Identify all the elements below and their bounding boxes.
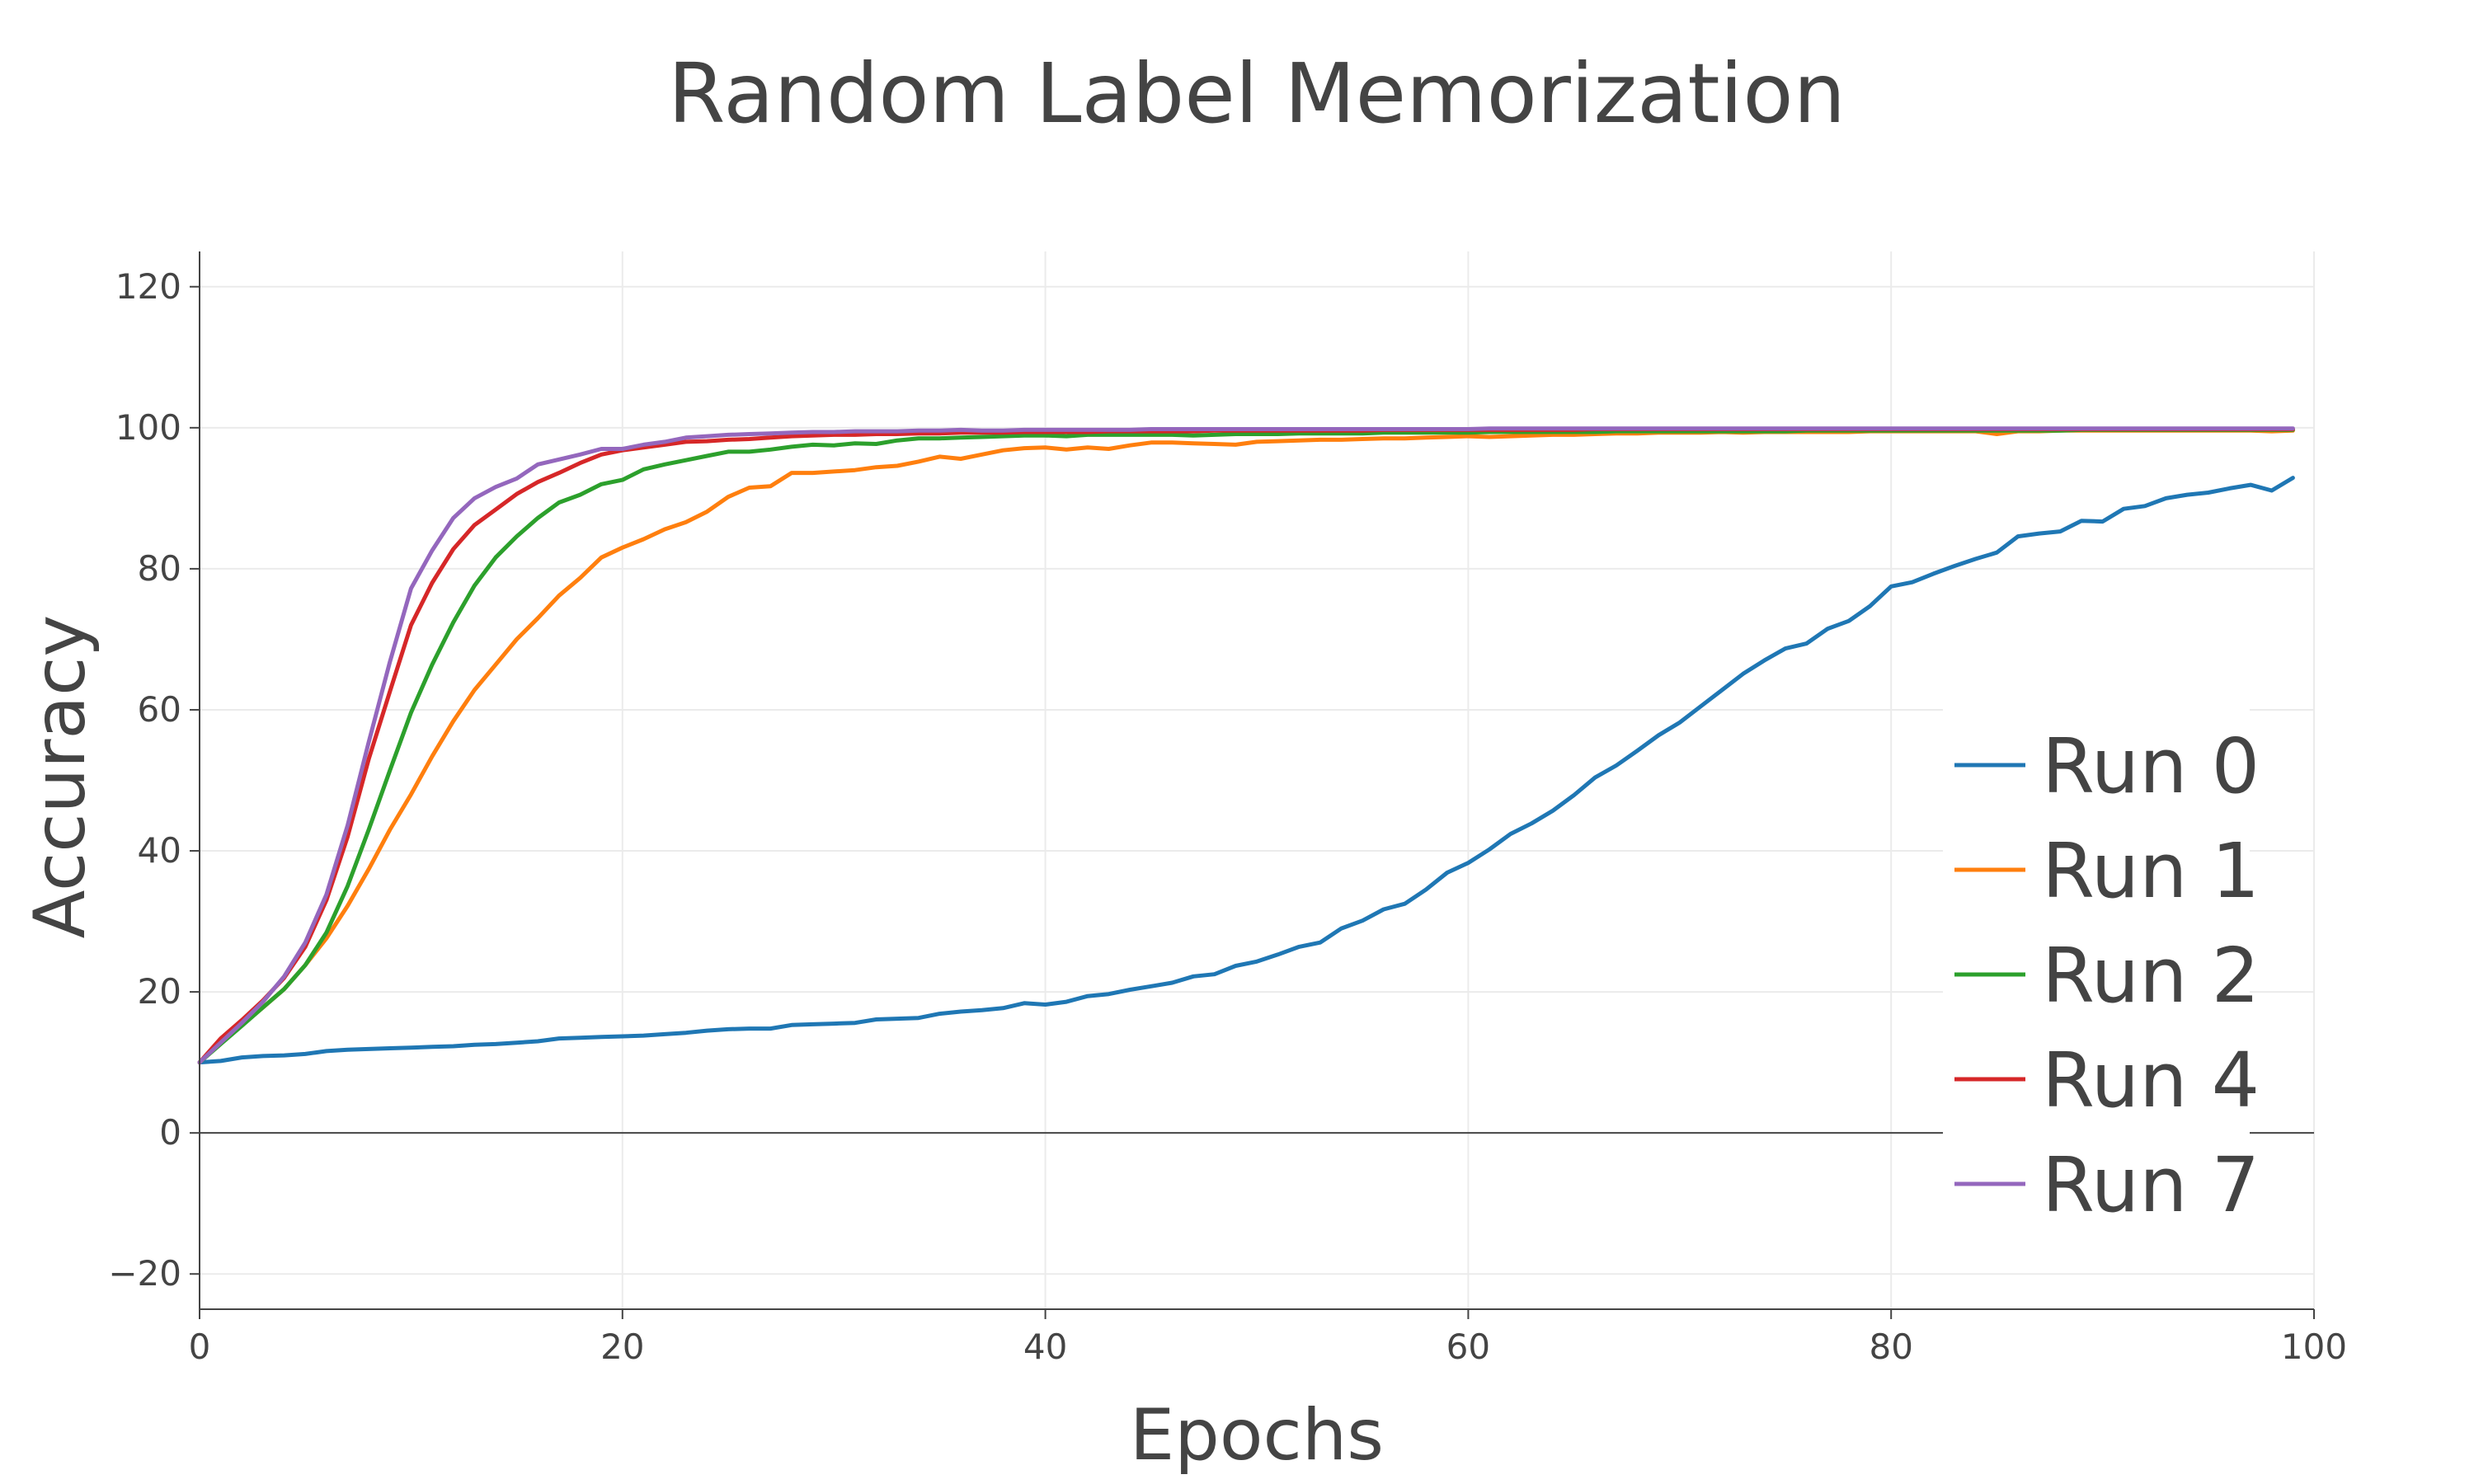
legend-item[interactable]: Run 4: [1954, 1036, 2260, 1125]
y-tick-label: 0: [159, 1112, 181, 1153]
x-axis-title: Epochs: [1130, 1394, 1384, 1477]
legend-item[interactable]: Run 2: [1954, 932, 2260, 1020]
legend-label: Run 2: [2042, 932, 2260, 1020]
legend-label: Run 1: [2042, 827, 2260, 915]
legend-item[interactable]: Run 0: [1954, 722, 2260, 810]
y-tick-label: 20: [138, 971, 181, 1012]
legend-label: Run 4: [2042, 1036, 2260, 1125]
x-tick-label: 60: [1446, 1327, 1490, 1367]
x-tick-label: 0: [189, 1327, 211, 1367]
chart-title: Random Label Memorization: [668, 45, 1846, 142]
y-tick-label: 60: [138, 689, 181, 730]
y-tick-label: 100: [115, 407, 181, 448]
x-tick-label: 40: [1023, 1327, 1067, 1367]
y-tick-label: 120: [115, 266, 181, 307]
y-tick-label: −20: [108, 1253, 181, 1294]
legend-item[interactable]: Run 7: [1954, 1141, 2260, 1229]
x-tick-label: 100: [2281, 1327, 2347, 1367]
legend-label: Run 7: [2042, 1141, 2260, 1229]
x-tick-label: 20: [600, 1327, 644, 1367]
legend-item[interactable]: Run 1: [1954, 827, 2260, 915]
series-line-run-7: [197, 426, 2295, 1065]
series-line-run-0: [197, 476, 2295, 1065]
y-tick-label: 80: [138, 548, 181, 589]
legend-background: [1943, 707, 2250, 1256]
legend: Run 0 Run 1 Run 2 Run 4 Run 7: [1943, 707, 2260, 1256]
legend-label: Run 0: [2042, 722, 2260, 810]
x-tick-label: 80: [1869, 1327, 1912, 1367]
y-tick-label: 40: [138, 830, 181, 871]
y-axis-title: Accuracy: [19, 615, 101, 939]
plot-series: [197, 426, 2295, 1065]
